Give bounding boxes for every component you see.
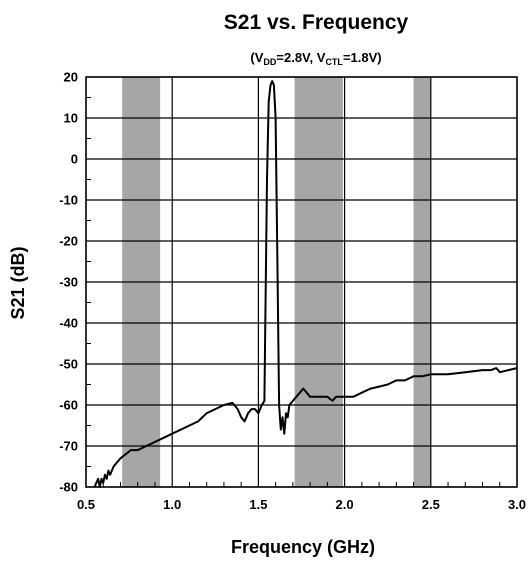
y-tick-label: 10 [64,111,78,126]
y-tick-label: -60 [59,398,78,413]
x-tick-label: 0.5 [77,497,95,512]
series-group [93,80,518,488]
chart-title: S21 vs. Frequency [224,11,409,34]
series-line [93,80,518,488]
x-tick-label: 1.0 [163,497,181,512]
subtitle-sub-dd: DD [263,57,276,67]
plot-frame [85,76,518,488]
y-tick-label: 0 [71,152,78,167]
x-axis-label: Frequency (GHz) [231,537,375,557]
y-tick-label: 20 [64,70,78,85]
y-axis-ticks: 20 10 0 -10 -20 -30 -40 -50 -60 -70 -80 [59,70,91,495]
x-axis-ticks: 0.5 1.0 1.5 2.0 2.5 3.0 [77,482,526,512]
y-axis-label: S21 (dB) [8,246,28,319]
y-tick-label: -50 [59,357,78,372]
y-tick-label: -80 [59,480,78,495]
y-tick-label: -40 [59,316,78,331]
x-tick-label: 2.5 [422,497,440,512]
x-tick-label: 2.0 [336,497,354,512]
subtitle-sub-ctl: CTL [325,57,343,67]
x-tick-label: 1.5 [249,497,267,512]
subtitle-suffix: =1.8V) [343,50,382,65]
y-tick-label: -20 [59,234,78,249]
x-tick-label: 3.0 [508,497,526,512]
subtitle-prefix: (V [250,50,263,65]
y-tick-label: -10 [59,193,78,208]
y-tick-label: -30 [59,275,78,290]
y-tick-label: -70 [59,439,78,454]
chart-subtitle: (VDD=2.8V, VCTL=1.8V) [250,50,381,67]
subtitle-mid: =2.8V, V [276,50,325,65]
